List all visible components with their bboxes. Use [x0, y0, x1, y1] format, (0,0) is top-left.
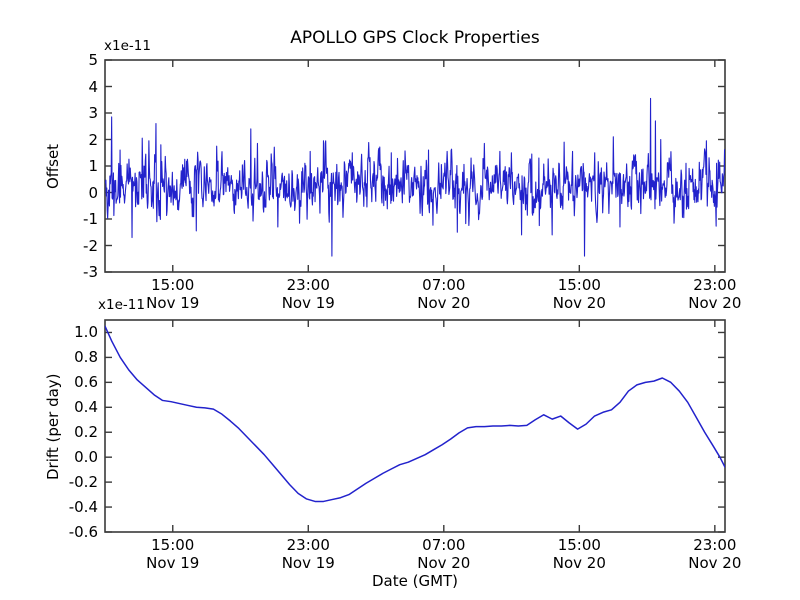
offset-ytick-label: -3 — [83, 263, 98, 281]
page-title: APOLLO GPS Clock Properties — [290, 28, 540, 48]
offset-xtick-label: 23:00 Nov 20 — [688, 276, 742, 312]
offset-xtick-label: 07:00 Nov 20 — [417, 276, 471, 312]
date-axis-label: Date (GMT) — [371, 572, 459, 590]
offset-ytick-label: -2 — [83, 236, 98, 255]
offset-ytick-label: 4 — [88, 77, 98, 96]
drift-axis-ticks — [105, 320, 725, 533]
drift-ytick-label: -0.4 — [68, 498, 98, 517]
drift-data-line — [105, 325, 725, 503]
drift-ytick-label: 0.4 — [74, 398, 98, 417]
offset-ytick-label: 5 — [88, 51, 98, 69]
offset-data-line — [105, 97, 725, 257]
offset-ytick-label: 3 — [88, 104, 98, 122]
offset-exponent-label: x1e-11 — [104, 38, 151, 54]
offset-xtick-label: 15:00 Nov 20 — [552, 276, 606, 312]
offset-xtick-label: 15:00 Nov 19 — [146, 276, 200, 312]
drift-ytick-label: 1.0 — [74, 323, 98, 342]
offset-ytick-label: -1 — [83, 210, 98, 228]
drift-ytick-label: 0.2 — [74, 423, 98, 442]
drift-xtick-label: 15:00 Nov 20 — [552, 536, 606, 572]
offset-ytick-label: 1 — [88, 157, 98, 175]
offset-ytick-label: 0 — [88, 183, 98, 202]
drift-ytick-label: 0.0 — [74, 448, 98, 467]
drift-xtick-label: 23:00 Nov 19 — [281, 536, 335, 572]
drift-xtick-label: 07:00 Nov 20 — [417, 536, 471, 572]
offset-xtick-label: 23:00 Nov 19 — [281, 276, 335, 312]
drift-ytick-label: 0.8 — [74, 348, 98, 367]
drift-ytick-label: -0.2 — [68, 473, 98, 492]
offset-ytick-label: 2 — [88, 130, 98, 149]
drift-ytick-label: -0.6 — [68, 523, 98, 541]
drift-xtick-label: 15:00 Nov 19 — [146, 536, 200, 572]
drift-axes-frame — [104, 319, 726, 533]
drift-xtick-label: 23:00 Nov 20 — [688, 536, 742, 572]
drift-exponent-label: x1e-11 — [98, 297, 145, 313]
drift-ytick-label: 0.6 — [74, 373, 98, 392]
